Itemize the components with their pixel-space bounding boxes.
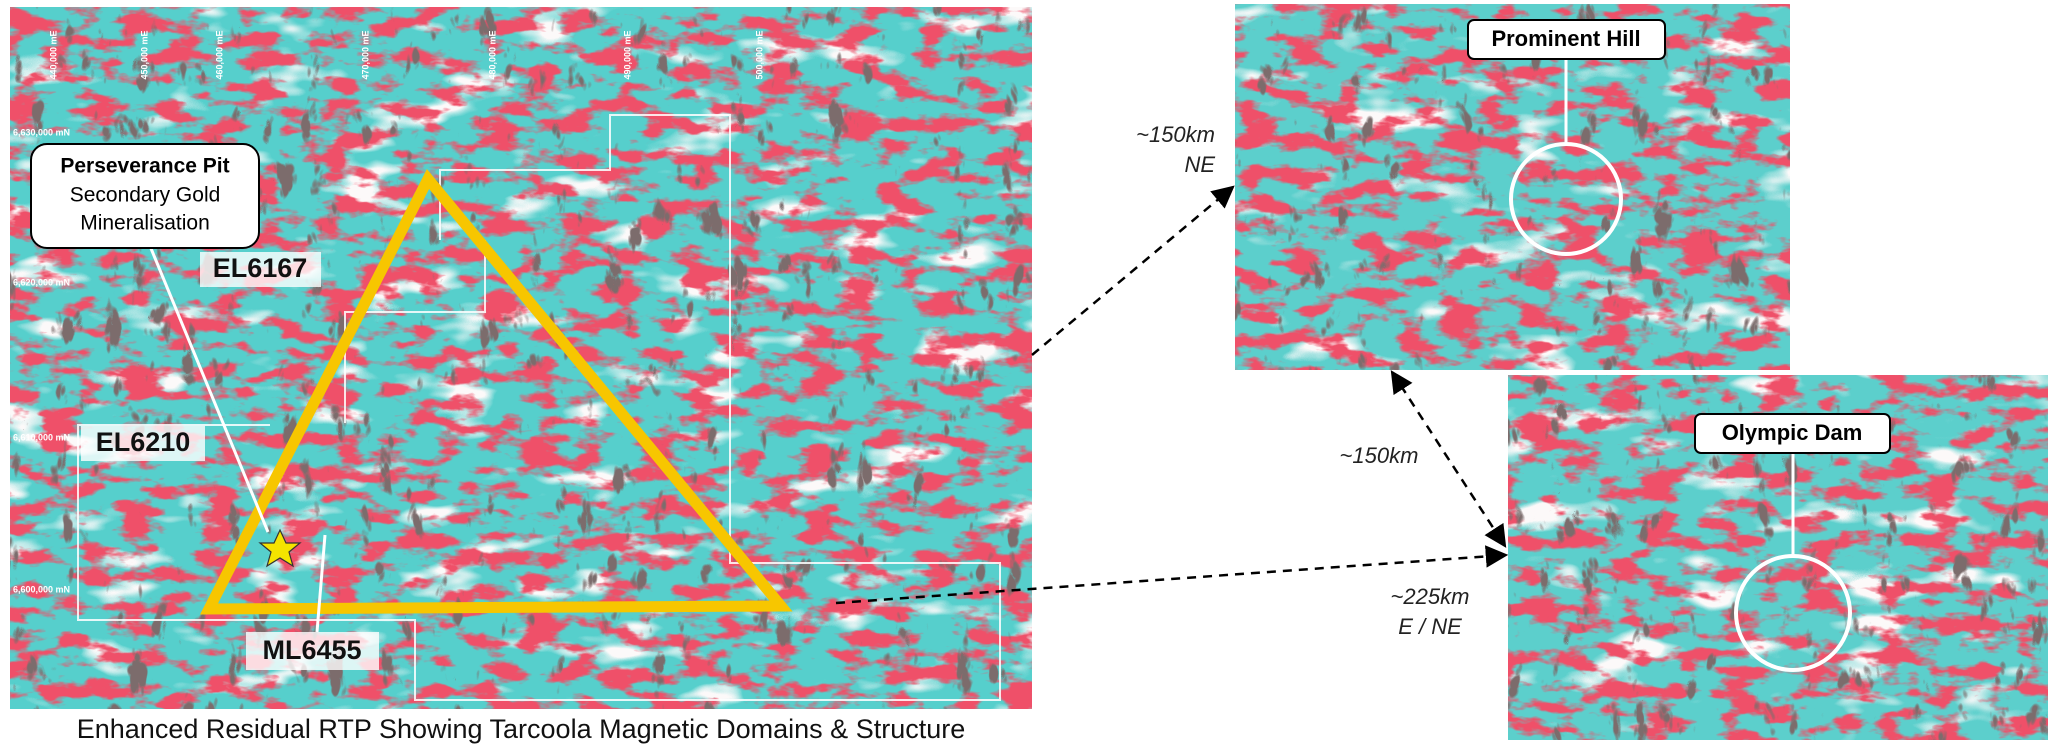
tenement-label: EL6167: [213, 253, 308, 283]
distance-arrow: [1032, 187, 1233, 355]
callout-title: Perseverance Pit: [60, 155, 229, 178]
inset-label: Prominent Hill: [1491, 26, 1640, 51]
distance-label: ~150km: [1340, 443, 1419, 468]
distance-label: E / NE: [1398, 614, 1462, 639]
callout-line: Mineralisation: [80, 212, 210, 235]
easting-label: 490,000 mE: [622, 30, 632, 79]
distance-label: NE: [1184, 152, 1215, 177]
tenement-label: EL6210: [96, 427, 191, 457]
easting-label: 500,000 mE: [754, 30, 764, 79]
easting-label: 450,000 mE: [139, 30, 149, 79]
northing-label: 6,620,000 mN: [13, 277, 70, 287]
tenement-label: ML6455: [262, 635, 361, 665]
northing-label: 6,600,000 mN: [13, 584, 70, 594]
easting-label: 480,000 mE: [487, 30, 497, 79]
easting-label: 470,000 mE: [360, 30, 370, 79]
distance-label: ~150km: [1136, 122, 1215, 147]
inset-label: Olympic Dam: [1722, 420, 1863, 445]
figure: 440,000 mE 450,000 mE 460,000 mE 470,000 mE…: [0, 0, 2048, 745]
northing-label: 6,630,000 mN: [13, 127, 70, 137]
caption: Enhanced Residual RTP Showing Tarcoola M…: [77, 714, 965, 744]
easting-label: 460,000 mE: [214, 30, 224, 79]
distance-label: ~225km: [1391, 584, 1470, 609]
callout-line: Secondary Gold: [70, 184, 221, 207]
northing-label: 6,610,000 mN: [13, 432, 70, 442]
easting-label: 440,000 mE: [48, 30, 58, 79]
